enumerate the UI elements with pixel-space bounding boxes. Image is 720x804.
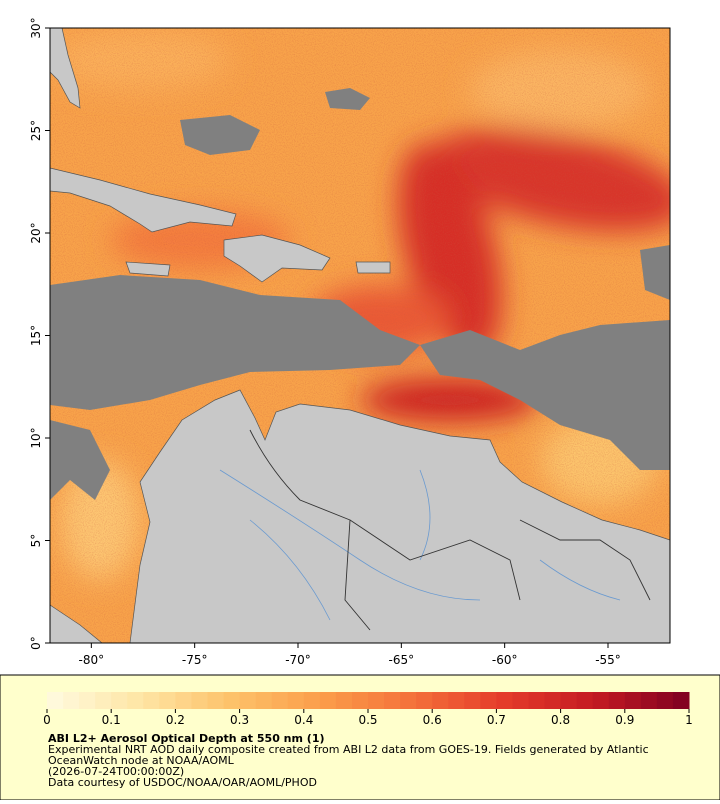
y-tick-label: 0° [29, 636, 43, 650]
colorbar-segment [608, 692, 626, 709]
y-tick-label: 10° [29, 427, 43, 448]
x-tick-label: -80° [79, 653, 105, 667]
colorbar-tick-label: 0.5 [358, 713, 377, 727]
colorbar-segment [464, 692, 481, 709]
colorbar-tick-label: 0.9 [615, 713, 634, 727]
colorbar-segment [255, 692, 273, 709]
y-tick-label: 25° [29, 120, 43, 141]
y-tick-label: 5° [29, 534, 43, 548]
colorbar-segment [480, 692, 497, 709]
colorbar-segment [512, 692, 529, 709]
colorbar-segment [544, 692, 562, 709]
colorbar: 0 0.1 0.2 0.3 0.4 0.5 0.6 0.7 0.8 0.9 1 [43, 692, 693, 727]
description: (2026-07-24T00:00:00Z) [48, 765, 184, 778]
colorbar-segment [384, 692, 401, 709]
colorbar-segment [496, 692, 513, 709]
colorbar-segment [175, 692, 192, 709]
colorbar-segment [368, 692, 385, 709]
y-tick-label: 20° [29, 222, 43, 243]
description: OceanWatch node at NOAA/AOML [48, 754, 235, 767]
axes: -80° -75° -70° -65° -60° -55° 0° 5° 10° 15° 20° 25°… [29, 17, 621, 667]
colorbar-segment [271, 692, 289, 709]
colorbar-segment [576, 692, 594, 709]
colorbar-segment [159, 692, 176, 709]
rivers [219, 469, 621, 621]
colorbar-segment [624, 692, 642, 709]
colorbar-tick-label: 0 [43, 713, 51, 727]
title: ABI L2+ Aerosol Optical Depth at 550 nm … [48, 732, 325, 745]
colorbar-segment [416, 692, 433, 709]
colorbar-tick-label: 0.4 [294, 713, 313, 727]
colorbar-segment [640, 692, 658, 709]
x-tick-label: -55° [595, 653, 621, 667]
x-tick-label: -65° [389, 653, 415, 667]
colorbar-tick-label: 0.7 [487, 713, 506, 727]
colorbar-segment [351, 692, 369, 709]
colorbar-segment [63, 692, 80, 709]
colorbar-tick-label: 0.8 [551, 713, 570, 727]
map-area [50, 28, 670, 643]
y-tick-label: 15° [29, 325, 43, 346]
borders [249, 429, 651, 631]
colorbar-segment [79, 692, 96, 709]
colorbar-segment [127, 692, 144, 709]
x-tick-label: -70° [285, 653, 311, 667]
x-tick-label: -75° [182, 653, 208, 667]
colorbar-segment [528, 692, 546, 709]
colorbar-segment [143, 692, 160, 709]
colorbar-tick-label: 0.6 [423, 713, 442, 727]
colorbar-segment [335, 692, 353, 709]
colorbar-segment [319, 692, 337, 709]
colorbar-segment [432, 692, 449, 709]
colorbar-segment [223, 692, 241, 709]
colorbar-segment [400, 692, 417, 709]
colorbar-tick-label: 0.1 [102, 713, 121, 727]
y-tick-label: 30° [29, 17, 43, 38]
description: Experimental NRT AOD daily composite cre… [48, 743, 649, 756]
colorbar-segment [47, 692, 64, 709]
colorbar-segment [207, 692, 225, 709]
x-tick-label: -60° [492, 653, 518, 667]
land [50, 28, 670, 643]
no-data [50, 88, 670, 500]
colorbar-segment [448, 692, 465, 709]
colorbar-segment [592, 692, 610, 709]
colorbar-segment [111, 692, 128, 709]
colorbar-tick-label: 0.3 [230, 713, 249, 727]
colorbar-tick-label: 1 [685, 713, 693, 727]
colorbar-segment [191, 692, 208, 709]
colorbar-tick-label: 0.2 [166, 713, 185, 727]
info-text: ABI L2+ Aerosol Optical Depth at 550 nm … [48, 732, 649, 789]
colorbar-segment [560, 692, 578, 709]
colorbar-segment [95, 692, 112, 709]
colorbar-segment [239, 692, 257, 709]
description: Data courtesy of USDOC/NOAA/OAR/AOML/PHO… [48, 776, 317, 789]
colorbar-segment [287, 692, 305, 709]
colorbar-segment [303, 692, 321, 709]
colorbar-segment [656, 692, 674, 709]
colorbar-segment [672, 692, 690, 709]
